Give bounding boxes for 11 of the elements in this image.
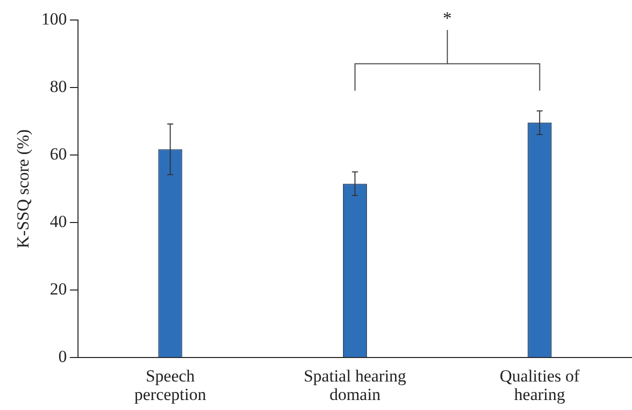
x-tick-label: Speech perception (134, 366, 207, 404)
y-tick-label: 40 (50, 212, 67, 232)
annotation: * (442, 8, 452, 28)
x-tick-label: Spatial hearing domain (304, 366, 407, 404)
y-tick-label: 60 (50, 144, 67, 164)
y-tick-label: 100 (41, 9, 67, 28)
y-tick-label: 80 (50, 76, 67, 96)
x-tick-label: Qualities of hearing (500, 366, 580, 404)
y-tick-label: 0 (58, 347, 67, 366)
y-axis-title: K-SSQ score (%) (14, 129, 33, 248)
y-tick-label: 20 (50, 280, 67, 299)
